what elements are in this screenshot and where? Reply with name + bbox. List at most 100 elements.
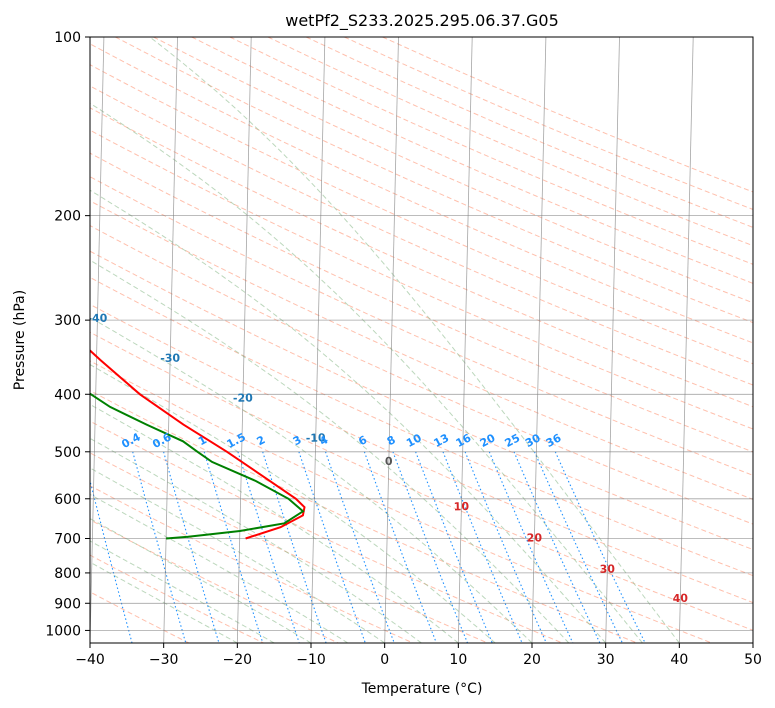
mixing-ratio-label: 0.6 [150, 430, 174, 451]
isotherm-line [457, 37, 473, 643]
moist-adiabat-line [90, 403, 459, 643]
dry-adiabat-line [90, 225, 753, 525]
isotherm-line [310, 37, 326, 643]
isotherm-line [531, 37, 547, 643]
mixing-ratio-label: 36 [544, 431, 564, 450]
dry-adiabat-line [90, 64, 753, 365]
moist-adiabats [90, 37, 680, 643]
mixing-ratio-line [533, 451, 623, 643]
mixing-ratio-label: 1 [196, 433, 209, 448]
line-labels: -100-90-80-70-60-50-40-30-20-10010203040… [15, 272, 688, 605]
mixing-ratio-label: 20 [478, 431, 498, 450]
isotherm-label: -40 [87, 312, 108, 325]
mixing-ratio-line [298, 451, 366, 643]
dry-adiabat-line [90, 420, 563, 643]
x-axis-ticks: −40 −30 −20 −10 0 10 20 30 40 50 [75, 643, 762, 668]
x-tick-label: 10 [449, 652, 467, 668]
moist-adiabat-line [90, 561, 238, 643]
y-tick-label: 700 [54, 532, 81, 548]
isotherm-line [163, 37, 178, 643]
isotherm-label: -20 [233, 391, 254, 404]
dry-adiabat-line [305, 37, 753, 228]
mixing-ratio-label: 0.1 [23, 430, 46, 451]
isotherm-line [678, 37, 694, 643]
y-axis-ticks: 100 200 300 400 500 600 700 800 900 1000 [45, 30, 90, 639]
dry-adiabat-line [90, 331, 753, 631]
dry-adiabat-line [90, 176, 753, 476]
x-tick-label: 30 [597, 652, 615, 668]
isotherm-label: -30 [160, 352, 181, 365]
mixing-ratio-line [513, 451, 601, 643]
isotherm-line [752, 625, 753, 643]
moist-adiabat-line [149, 37, 680, 643]
mixing-ratio-label: 6 [356, 433, 369, 448]
isotherm-line [236, 37, 252, 643]
mixing-ratio-line [132, 451, 187, 643]
x-tick-label: 0 [380, 652, 389, 668]
plot-area: -100-90-80-70-60-50-40-30-20-10010203040… [15, 37, 753, 643]
dry-adiabat-line [90, 129, 753, 430]
mixing-ratio-label: 0.4 [119, 430, 143, 451]
isotherm-label: 30 [599, 563, 615, 576]
mixing-ratio-line [442, 451, 523, 643]
dry-adiabat-line [90, 250, 753, 551]
y-tick-label: 600 [54, 492, 81, 508]
isotherm-line [605, 37, 620, 643]
dry-adiabat-line [344, 37, 753, 210]
moist-adiabat-line [90, 316, 533, 643]
isotherm-label: 40 [672, 592, 688, 605]
dry-adiabat-line [90, 360, 712, 643]
y-tick-label: 300 [54, 313, 81, 329]
mixing-ratio-label: 3 [291, 433, 304, 448]
isotherm-label: -10 [306, 431, 327, 444]
mixing-ratio-line [554, 451, 646, 643]
dry-adiabats [90, 37, 753, 643]
dry-adiabat-line [90, 303, 753, 604]
mixing-ratio-line [363, 451, 437, 643]
mixing-ratio-label: 25 [503, 431, 523, 450]
dry-adiabat-line [90, 591, 190, 643]
x-tick-label: −20 [223, 652, 253, 668]
isotherms [90, 37, 753, 643]
temperature-line [90, 349, 306, 540]
x-tick-label: −40 [75, 652, 105, 668]
dry-adiabat-line [90, 554, 264, 643]
pressure-gridlines [90, 37, 753, 631]
mixing-ratio-line [262, 451, 327, 643]
plot-frame [89, 36, 754, 644]
dry-adiabat-line [115, 37, 753, 324]
x-tick-label: 20 [523, 652, 541, 668]
isotherm-label: 20 [527, 531, 543, 544]
x-axis-label: Temperature (°C) [361, 681, 483, 697]
mixing-ratio-label: 0.2 [69, 430, 92, 451]
mixing-ratio-label: 16 [454, 431, 474, 450]
y-tick-label: 1000 [45, 623, 81, 639]
dry-adiabat-line [267, 37, 753, 247]
moist-adiabat-line [90, 437, 422, 643]
moist-adiabat-line [90, 259, 570, 643]
isotherm-line [384, 37, 399, 643]
dry-adiabat-line [90, 390, 638, 643]
mixing-ratio-line [324, 451, 395, 643]
y-axis-label: Pressure (hPa) [12, 290, 28, 390]
mixing-ratio-label: 13 [432, 431, 452, 450]
mixing-ratio-label: 10 [404, 431, 424, 450]
dry-adiabat-line [191, 37, 753, 284]
mixing-ratio-label: 1.5 [225, 430, 248, 451]
dry-adiabat-line [90, 485, 414, 643]
moist-adiabat-line [90, 517, 312, 643]
chart-title: wetPf2_S233.2025.295.06.37.G05 [285, 11, 559, 31]
isotherm-line [90, 37, 105, 643]
y-tick-label: 800 [54, 566, 81, 582]
moist-adiabat-line [90, 189, 607, 643]
y-tick-label: 900 [54, 596, 81, 612]
dry-adiabat-line [90, 107, 753, 408]
x-tick-label: −10 [296, 652, 326, 668]
isotherm-label: -50 [15, 272, 36, 285]
mixing-ratio-label: 30 [523, 431, 543, 450]
dry-adiabat-line [90, 200, 753, 500]
x-tick-label: −30 [149, 652, 179, 668]
mixing-ratio-label: 2 [255, 433, 268, 448]
moist-adiabat-line [90, 364, 496, 643]
